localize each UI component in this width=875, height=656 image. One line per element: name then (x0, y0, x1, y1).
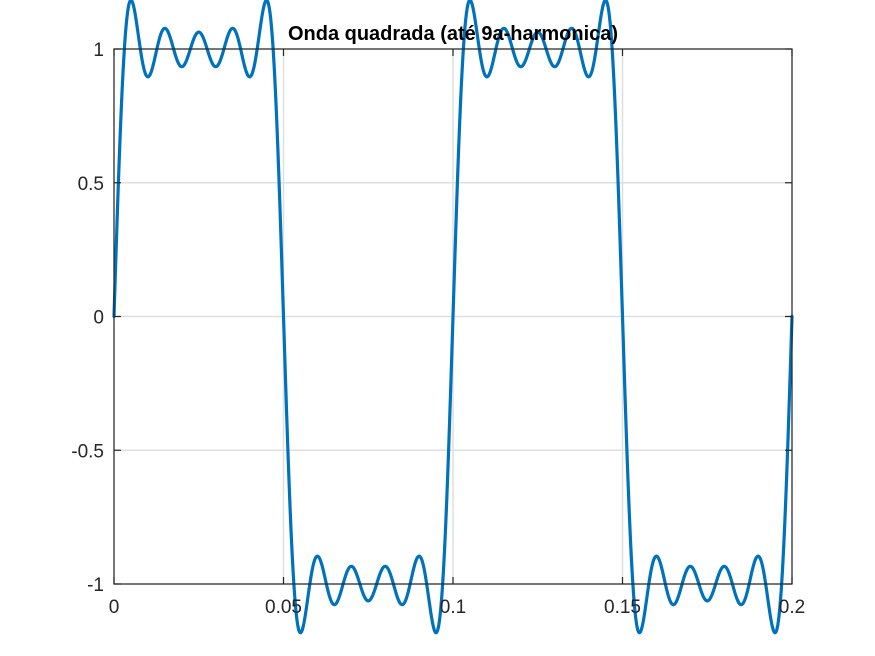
y-tick-label: -1 (87, 575, 104, 596)
y-tick-label: 1 (93, 40, 104, 61)
data-layer (112, 0, 794, 635)
label-layer: 0 0.05 0.1 0.15 0.2 -1 -0.5 0 0.5 1 (71, 40, 805, 618)
y-tick-label: -0.5 (71, 441, 104, 462)
x-tick-label: 0.05 (265, 597, 302, 618)
x-tick-label: 0.2 (779, 597, 805, 618)
y-tick-label: 0.5 (78, 174, 104, 195)
x-tick-label: 0.15 (604, 597, 641, 618)
x-tick-label: 0.1 (440, 597, 466, 618)
tick-layer (113, 48, 793, 585)
x-tick-label: 0 (109, 597, 120, 618)
y-tick-label: 0 (93, 308, 104, 329)
series-line-0 (112, 0, 794, 635)
chart-title: Onda quadrada (até 9a-harmonica) (288, 23, 618, 45)
